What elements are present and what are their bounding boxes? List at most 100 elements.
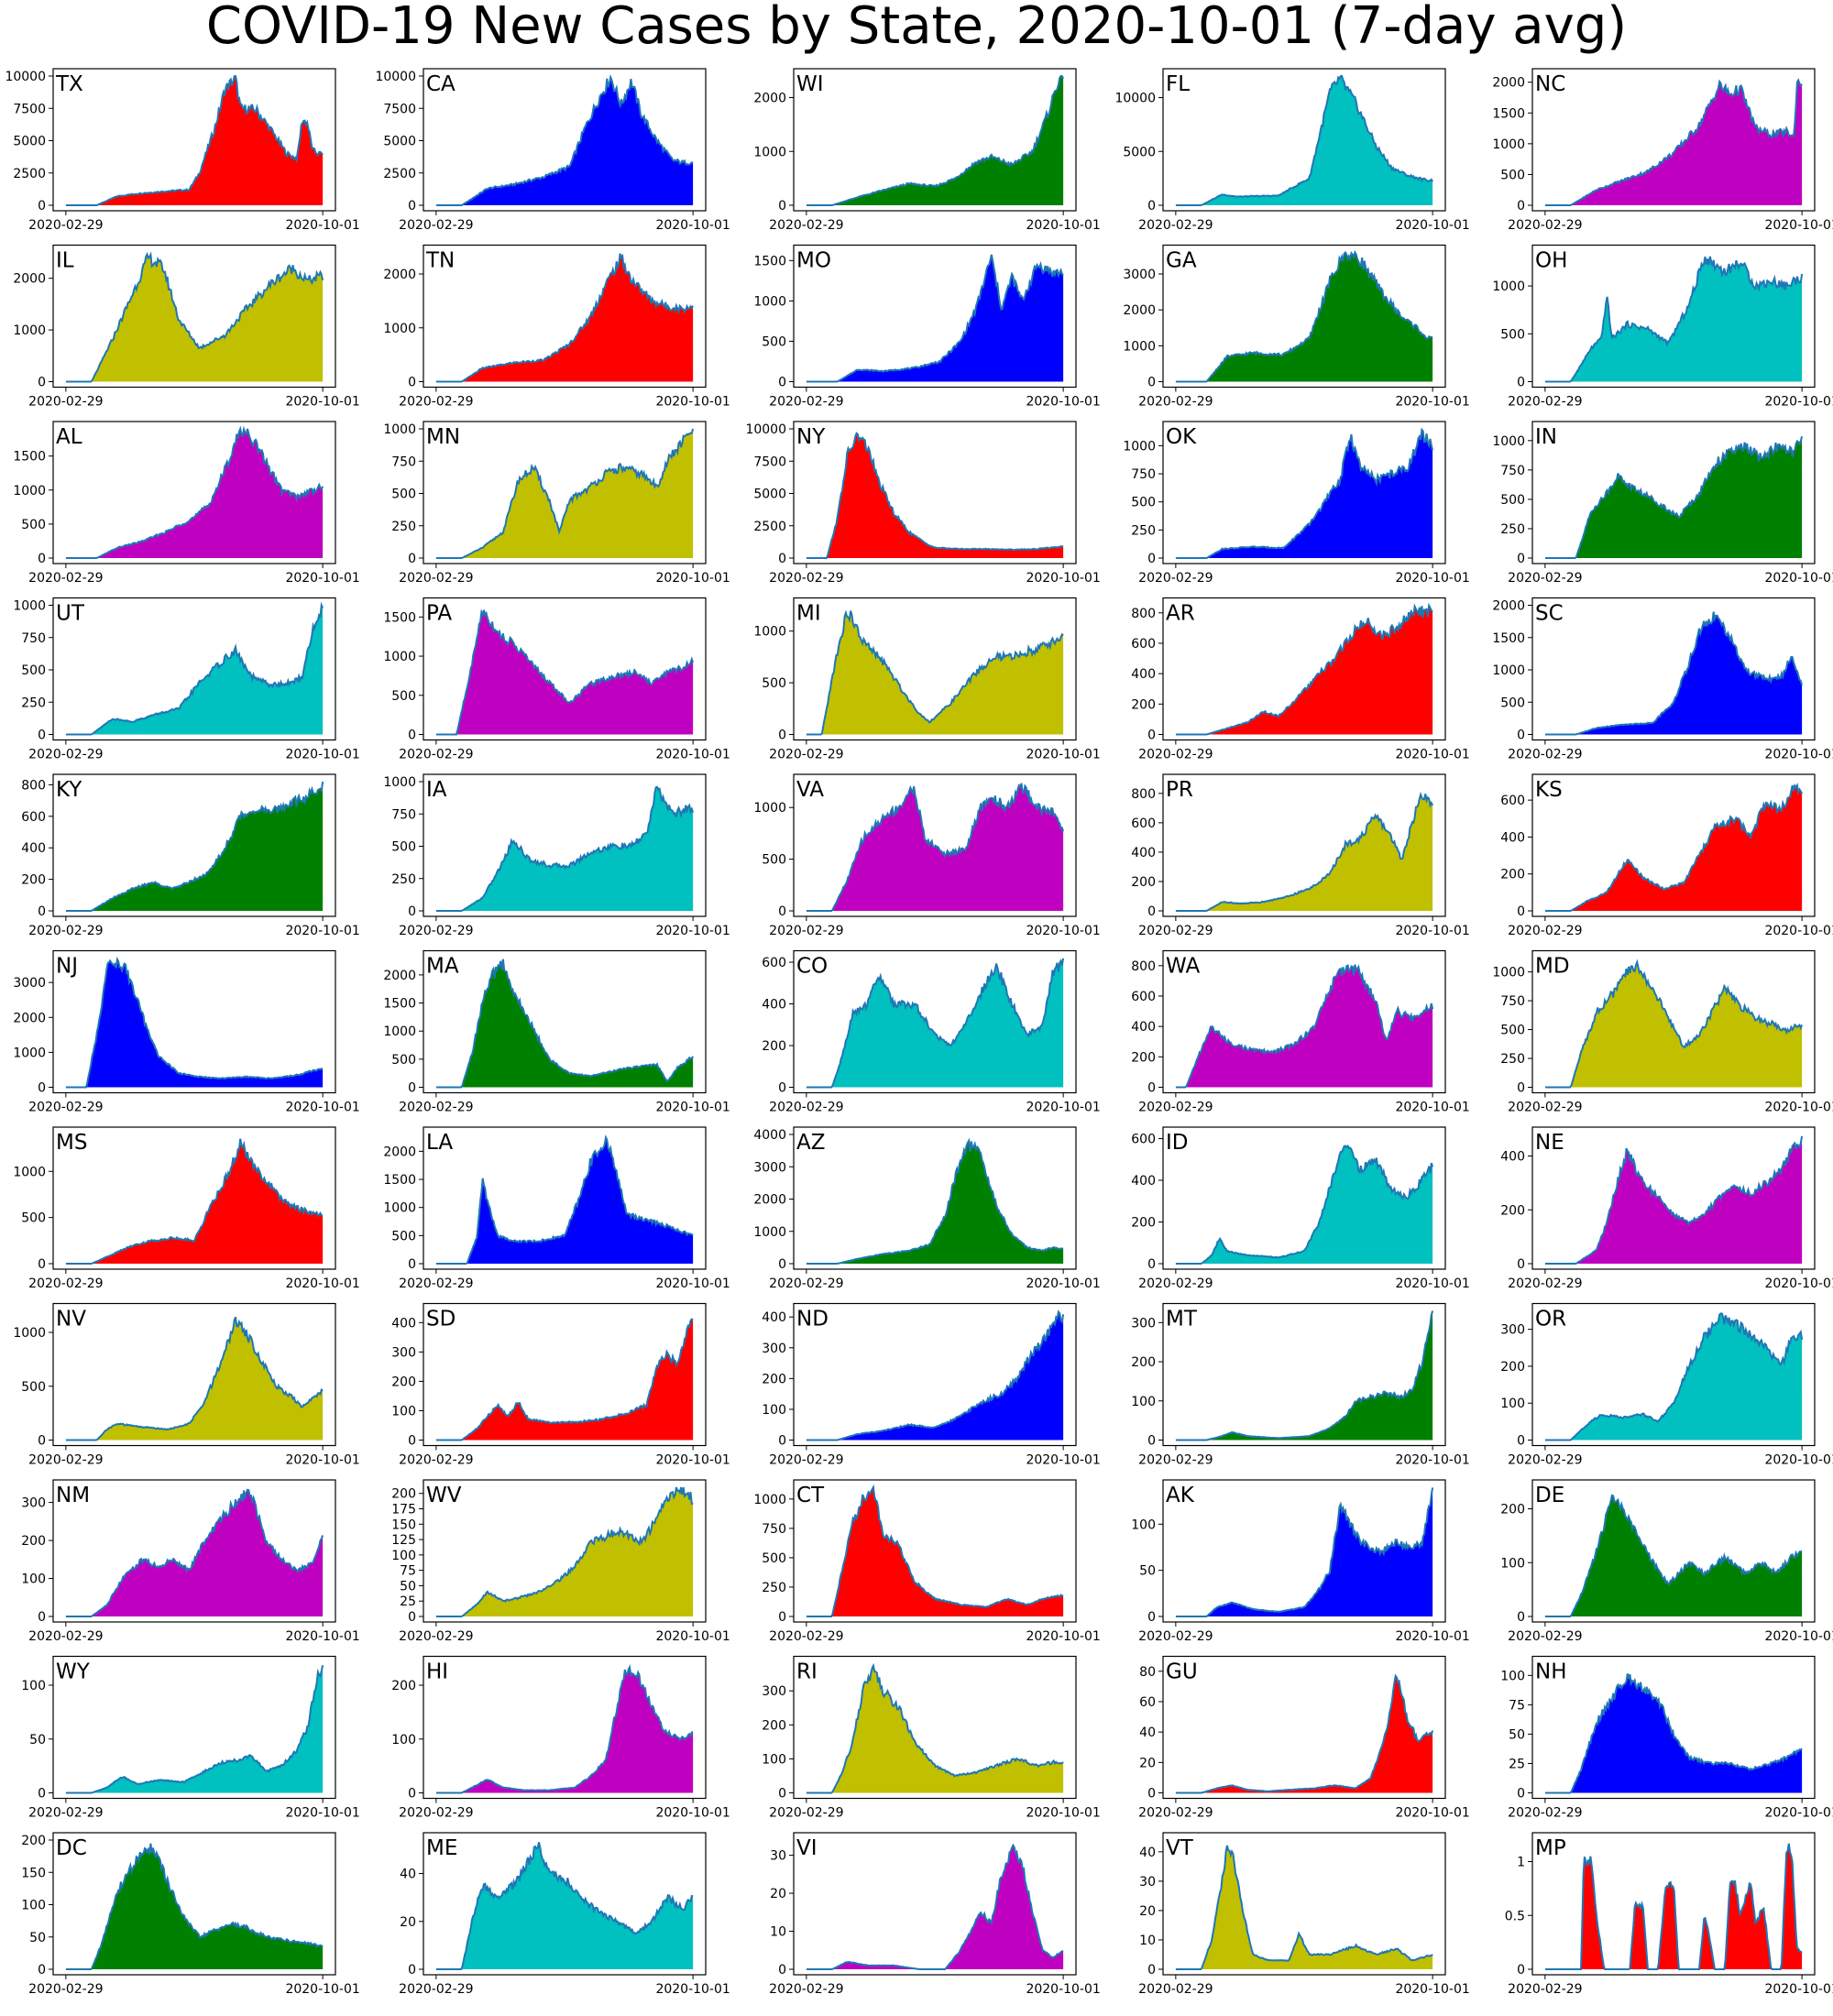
series-area-mt [1175, 1310, 1433, 1441]
y-tick-label: 75 [1509, 1698, 1525, 1713]
series-line-al [65, 425, 324, 559]
x-tick-label: 2020-02-29 [399, 1101, 473, 1115]
state-label: SC [1535, 602, 1564, 626]
series-line-ky [65, 781, 324, 912]
series-line-ma [435, 959, 694, 1089]
panel-nm: 0 100 200 300 2020-02-29 2020-10-01 NM [21, 1479, 360, 1644]
y-tick-label: 250 [1131, 523, 1156, 538]
panel-ak: 0 50 100 2020-02-29 2020-10-01 AK [1131, 1479, 1470, 1644]
x-tick-label: 2020-10-01 [1395, 924, 1469, 938]
x-tick-label: 2020-02-29 [1138, 1101, 1213, 1115]
plot-frame [423, 773, 707, 917]
y-tick-label: 0 [38, 376, 46, 390]
state-label: KS [1535, 778, 1563, 802]
x-tick-label: 2020-10-01 [655, 395, 730, 410]
state-label: ND [796, 1308, 829, 1331]
y-tick-label: 1000 [1492, 663, 1525, 678]
y-tick-label: 1000 [1123, 439, 1156, 454]
series-line-vt [1175, 1845, 1433, 1970]
series-area-mo [806, 254, 1064, 382]
x-tick-label: 2020-02-29 [399, 1982, 473, 1997]
y-tick-label: 175 [391, 1503, 416, 1517]
series-line-fl [1175, 75, 1433, 206]
y-tick-label: 200 [1500, 1203, 1525, 1218]
plot-frame [1531, 244, 1816, 389]
series-line-dc [65, 1843, 324, 1970]
y-tick-label: 0 [408, 1610, 416, 1625]
y-tick-label: 1000 [1492, 137, 1525, 152]
panel-tx: 0 2500 5000 7500 10000 2020-02-29 2020-10-01 TX [5, 68, 360, 233]
panel-ok: 0 250 500 750 1000 2020-02-29 2020-10-01 OK [1123, 421, 1470, 586]
y-tick-label: 750 [391, 455, 416, 469]
state-label: WA [1166, 955, 1200, 979]
y-tick-label: 200 [391, 1487, 416, 1502]
state-label: NH [1535, 1660, 1567, 1684]
x-tick-label: 2020-10-01 [1764, 571, 1833, 586]
y-tick-label: 300 [1131, 1316, 1156, 1331]
y-tick-label: 4000 [753, 1128, 786, 1143]
state-label: DC [56, 1836, 87, 1860]
plot-frame [1162, 773, 1446, 917]
y-tick-label: 1000 [383, 1201, 416, 1216]
series-area-ia [435, 786, 694, 911]
series-area-pa [435, 609, 694, 735]
x-tick-label: 2020-10-01 [1764, 1101, 1833, 1115]
y-tick-label: 300 [762, 1684, 786, 1699]
y-tick-label: 7500 [13, 102, 46, 116]
plot-frame [1531, 949, 1816, 1094]
y-tick-label: 3000 [1123, 268, 1156, 282]
x-tick-label: 2020-10-01 [1764, 395, 1833, 410]
series-line-ca [435, 74, 694, 206]
y-tick-label: 0 [1517, 552, 1525, 566]
y-tick-label: 0 [778, 1787, 786, 1802]
y-tick-label: 10000 [745, 422, 786, 437]
series-line-nj [65, 956, 324, 1089]
series-line-ok [1175, 427, 1434, 559]
series-area-wi [806, 76, 1064, 205]
state-label: MO [796, 249, 831, 273]
y-tick-label: 2000 [1492, 599, 1525, 614]
y-tick-label: 200 [391, 1375, 416, 1389]
plot-frame [423, 1479, 707, 1623]
x-tick-label: 2020-02-29 [1138, 1276, 1213, 1291]
y-tick-label: 1000 [1123, 339, 1156, 354]
y-tick-label: 40 [1139, 1726, 1156, 1740]
series-line-ga [1175, 249, 1433, 383]
y-tick-label: 0 [778, 1610, 786, 1625]
plot-frame [1531, 773, 1816, 917]
plot-frame [52, 1126, 336, 1270]
y-tick-label: 200 [391, 1679, 416, 1693]
x-tick-label: 2020-02-29 [28, 1453, 103, 1468]
series-area-nd [806, 1311, 1064, 1441]
series-line-ct [806, 1484, 1064, 1617]
x-tick-label: 2020-10-01 [285, 924, 359, 938]
panel-ks: 0 200 400 600 2020-02-29 2020-10-01 KS [1500, 773, 1833, 938]
state-label: MP [1535, 1836, 1566, 1860]
plot-frame [1531, 68, 1816, 212]
x-tick-label: 2020-10-01 [1764, 218, 1833, 233]
y-tick-label: 0 [408, 1257, 416, 1272]
plot-frame [423, 421, 707, 564]
y-tick-label: 500 [1500, 696, 1525, 710]
state-label: NE [1535, 1131, 1564, 1155]
y-tick-label: 0 [1147, 199, 1156, 214]
series-area-nc [1544, 80, 1803, 205]
state-label: VI [796, 1836, 818, 1860]
y-tick-label: 200 [1131, 1216, 1156, 1231]
x-tick-label: 2020-10-01 [1395, 1982, 1469, 1997]
y-tick-label: 600 [1131, 1133, 1156, 1147]
plot-frame [1162, 244, 1446, 389]
x-tick-label: 2020-02-29 [28, 748, 103, 762]
y-tick-label: 200 [21, 873, 46, 888]
x-tick-label: 2020-10-01 [1395, 1276, 1469, 1291]
y-tick-label: 0 [1517, 1257, 1525, 1272]
y-tick-label: 500 [1500, 493, 1525, 508]
series-line-wv [435, 1486, 694, 1617]
y-tick-label: 25 [400, 1594, 416, 1609]
x-tick-label: 2020-02-29 [1138, 748, 1213, 762]
y-tick-label: 500 [391, 488, 416, 502]
panel-ma: 0 500 1000 1500 2000 2020-02-29 2020-10-01 MA [383, 949, 730, 1115]
y-tick-label: 500 [391, 840, 416, 855]
state-label: AL [56, 425, 82, 449]
y-tick-label: 0 [408, 1081, 416, 1096]
